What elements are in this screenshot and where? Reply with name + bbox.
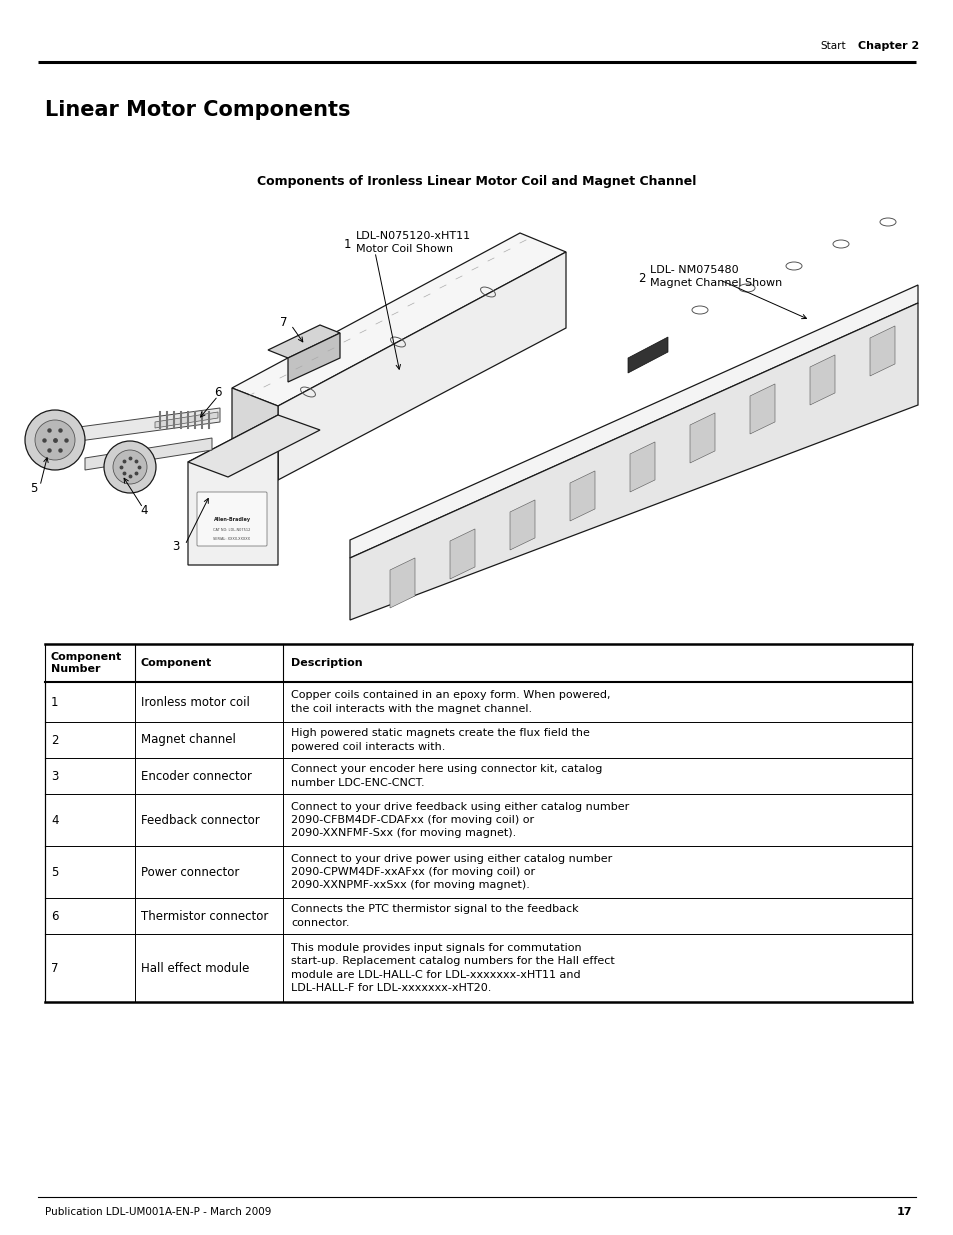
Bar (45, 682, 911, 722)
Text: start-up. Replacement catalog numbers for the Hall effect: start-up. Replacement catalog numbers fo… (291, 956, 614, 966)
Text: 3: 3 (172, 541, 180, 553)
Text: 3: 3 (51, 769, 58, 783)
Circle shape (112, 450, 147, 484)
Text: 1: 1 (344, 237, 351, 251)
Polygon shape (268, 325, 339, 358)
Text: Copper coils contained in an epoxy form. When powered,: Copper coils contained in an epoxy form.… (291, 690, 610, 700)
Bar (45, 846, 911, 898)
Text: LDL-HALL-F for LDL-xxxxxxx-xHT20.: LDL-HALL-F for LDL-xxxxxxx-xHT20. (291, 983, 491, 993)
Text: Connect your encoder here using connector kit, catalog: Connect your encoder here using connecto… (291, 764, 601, 774)
Text: 2090-CFBM4DF-CDAFxx (for moving coil) or: 2090-CFBM4DF-CDAFxx (for moving coil) or (291, 815, 534, 825)
Polygon shape (154, 412, 218, 429)
Text: Power connector: Power connector (141, 866, 239, 878)
Polygon shape (232, 233, 565, 406)
Polygon shape (188, 415, 319, 477)
Polygon shape (85, 438, 212, 471)
Polygon shape (232, 388, 277, 480)
Polygon shape (627, 337, 667, 373)
Text: Component
Number: Component Number (51, 652, 122, 674)
Polygon shape (188, 415, 277, 564)
Text: Start: Start (820, 41, 844, 51)
Text: Feedback connector: Feedback connector (141, 814, 259, 826)
Text: 7: 7 (51, 962, 58, 974)
Text: 2: 2 (638, 272, 645, 284)
Text: 6: 6 (214, 387, 222, 399)
Text: Allen-Bradley: Allen-Bradley (213, 517, 251, 522)
Text: 5: 5 (30, 482, 38, 494)
Text: 1: 1 (51, 695, 58, 709)
Text: the coil interacts with the magnet channel.: the coil interacts with the magnet chann… (291, 704, 532, 714)
Circle shape (25, 410, 85, 471)
Bar (45, 722, 911, 758)
Polygon shape (42, 408, 220, 446)
Polygon shape (809, 354, 834, 405)
Text: Motor Coil Shown: Motor Coil Shown (355, 245, 453, 254)
Text: Connects the PTC thermistor signal to the feedback: Connects the PTC thermistor signal to th… (291, 904, 578, 914)
Polygon shape (450, 529, 475, 579)
Text: Magnet Channel Shown: Magnet Channel Shown (649, 278, 781, 288)
Circle shape (104, 441, 156, 493)
Text: number LDC-ENC-CNCT.: number LDC-ENC-CNCT. (291, 778, 424, 788)
Text: 17: 17 (896, 1207, 911, 1216)
Polygon shape (350, 303, 917, 620)
Text: powered coil interacts with.: powered coil interacts with. (291, 742, 445, 752)
Text: 4: 4 (140, 504, 148, 516)
Text: 5: 5 (51, 866, 58, 878)
Polygon shape (749, 384, 774, 433)
Text: Connect to your drive power using either catalog number: Connect to your drive power using either… (291, 853, 612, 863)
Text: High powered static magnets create the flux field the: High powered static magnets create the f… (291, 729, 589, 739)
Text: LDL- NM075480: LDL- NM075480 (649, 266, 738, 275)
Text: 7: 7 (280, 315, 288, 329)
Text: Chapter 2: Chapter 2 (857, 41, 919, 51)
Text: Description: Description (291, 658, 362, 668)
Polygon shape (569, 471, 595, 521)
Text: Component: Component (141, 658, 212, 668)
Polygon shape (869, 326, 894, 375)
Bar (45, 934, 911, 1002)
Bar (45, 758, 911, 794)
Text: 2090-XXNFMF-Sxx (for moving magnet).: 2090-XXNFMF-Sxx (for moving magnet). (291, 829, 516, 839)
Polygon shape (390, 558, 415, 608)
Bar (45, 643, 911, 682)
Text: This module provides input signals for commutation: This module provides input signals for c… (291, 942, 581, 952)
Text: Publication LDL-UM001A-EN-P - March 2009: Publication LDL-UM001A-EN-P - March 2009 (45, 1207, 271, 1216)
FancyBboxPatch shape (196, 492, 267, 546)
Polygon shape (510, 500, 535, 550)
Text: 2090-XXNPMF-xxSxx (for moving magnet).: 2090-XXNPMF-xxSxx (for moving magnet). (291, 881, 529, 890)
Text: 4: 4 (51, 814, 58, 826)
Polygon shape (689, 412, 714, 463)
Text: Magnet channel: Magnet channel (141, 734, 235, 746)
Text: 2: 2 (51, 734, 58, 746)
Text: Encoder connector: Encoder connector (141, 769, 252, 783)
Text: Components of Ironless Linear Motor Coil and Magnet Channel: Components of Ironless Linear Motor Coil… (257, 175, 696, 189)
Text: module are LDL-HALL-C for LDL-xxxxxxx-xHT11 and: module are LDL-HALL-C for LDL-xxxxxxx-xH… (291, 969, 580, 979)
Text: SERIAL: XXXX-XXXXX: SERIAL: XXXX-XXXXX (213, 537, 251, 541)
Polygon shape (629, 442, 655, 492)
Text: Connect to your drive feedback using either catalog number: Connect to your drive feedback using eit… (291, 802, 629, 811)
Polygon shape (350, 285, 917, 558)
Circle shape (35, 420, 75, 459)
Text: connector.: connector. (291, 918, 349, 927)
Polygon shape (288, 333, 339, 382)
Bar (45, 898, 911, 934)
Bar (45, 794, 911, 846)
Text: Linear Motor Components: Linear Motor Components (45, 100, 350, 120)
Text: 6: 6 (51, 909, 58, 923)
Text: Thermistor connector: Thermistor connector (141, 909, 268, 923)
Text: LDL-N075120-xHT11: LDL-N075120-xHT11 (355, 231, 471, 241)
Text: Hall effect module: Hall effect module (141, 962, 249, 974)
Text: CAT NO: LDL-N07512: CAT NO: LDL-N07512 (213, 529, 251, 532)
Text: 2090-CPWM4DF-xxAFxx (for moving coil) or: 2090-CPWM4DF-xxAFxx (for moving coil) or (291, 867, 535, 877)
Text: Ironless motor coil: Ironless motor coil (141, 695, 250, 709)
Polygon shape (277, 252, 565, 480)
